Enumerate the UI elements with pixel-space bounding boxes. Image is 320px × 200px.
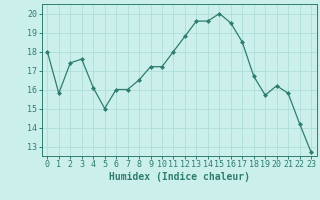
X-axis label: Humidex (Indice chaleur): Humidex (Indice chaleur) [109,172,250,182]
